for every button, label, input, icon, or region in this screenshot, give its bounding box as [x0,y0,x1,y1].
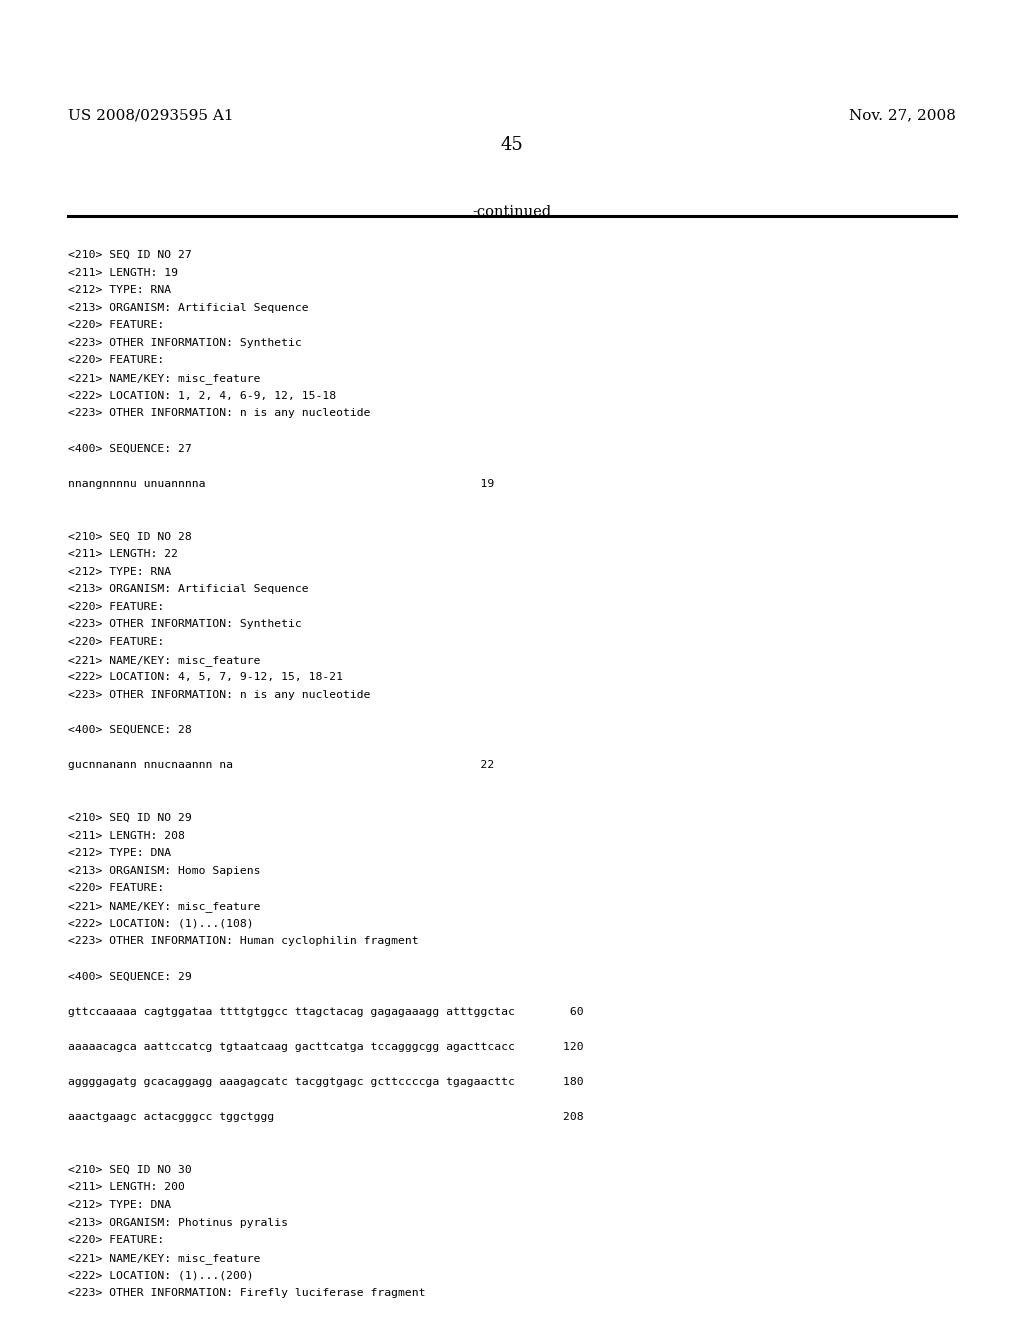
Text: <400> SEQUENCE: 29: <400> SEQUENCE: 29 [68,972,191,981]
Text: <212> TYPE: DNA: <212> TYPE: DNA [68,1200,171,1210]
Text: <221> NAME/KEY: misc_feature: <221> NAME/KEY: misc_feature [68,902,260,912]
Text: Nov. 27, 2008: Nov. 27, 2008 [849,108,956,123]
Text: <213> ORGANISM: Artificial Sequence: <213> ORGANISM: Artificial Sequence [68,302,308,313]
Text: gttccaaaaa cagtggataa ttttgtggcc ttagctacag gagagaaagg atttggctac        60: gttccaaaaa cagtggataa ttttgtggcc ttagcta… [68,1007,584,1016]
Text: <222> LOCATION: 4, 5, 7, 9-12, 15, 18-21: <222> LOCATION: 4, 5, 7, 9-12, 15, 18-21 [68,672,343,682]
Text: <210> SEQ ID NO 29: <210> SEQ ID NO 29 [68,813,191,822]
Text: nnangnnnnu unuannnna                                        19: nnangnnnnu unuannnna 19 [68,479,495,488]
Text: <211> LENGTH: 208: <211> LENGTH: 208 [68,830,185,841]
Text: <212> TYPE: DNA: <212> TYPE: DNA [68,849,171,858]
Text: <221> NAME/KEY: misc_feature: <221> NAME/KEY: misc_feature [68,1253,260,1263]
Text: <211> LENGTH: 200: <211> LENGTH: 200 [68,1183,185,1192]
Text: <223> OTHER INFORMATION: n is any nucleotide: <223> OTHER INFORMATION: n is any nucleo… [68,408,371,418]
Text: <213> ORGANISM: Artificial Sequence: <213> ORGANISM: Artificial Sequence [68,585,308,594]
Text: -continued: -continued [472,205,552,219]
Text: aaactgaagc actacgggcc tggctggg                                          208: aaactgaagc actacgggcc tggctggg 208 [68,1113,584,1122]
Text: <221> NAME/KEY: misc_feature: <221> NAME/KEY: misc_feature [68,655,260,665]
Text: <222> LOCATION: (1)...(200): <222> LOCATION: (1)...(200) [68,1270,254,1280]
Text: gucnnanann nnucnaannn na                                    22: gucnnanann nnucnaannn na 22 [68,760,495,770]
Text: <223> OTHER INFORMATION: Human cyclophilin fragment: <223> OTHER INFORMATION: Human cyclophil… [68,936,419,946]
Text: <220> FEATURE:: <220> FEATURE: [68,638,164,647]
Text: <223> OTHER INFORMATION: n is any nucleotide: <223> OTHER INFORMATION: n is any nucleo… [68,690,371,700]
Text: <212> TYPE: RNA: <212> TYPE: RNA [68,285,171,296]
Text: <210> SEQ ID NO 28: <210> SEQ ID NO 28 [68,532,191,541]
Text: <222> LOCATION: 1, 2, 4, 6-9, 12, 15-18: <222> LOCATION: 1, 2, 4, 6-9, 12, 15-18 [68,391,336,401]
Text: aggggagatg gcacaggagg aaagagcatc tacggtgagc gcttccccga tgagaacttc       180: aggggagatg gcacaggagg aaagagcatc tacggtg… [68,1077,584,1086]
Text: <400> SEQUENCE: 27: <400> SEQUENCE: 27 [68,444,191,454]
Text: <213> ORGANISM: Photinus pyralis: <213> ORGANISM: Photinus pyralis [68,1217,288,1228]
Text: <220> FEATURE:: <220> FEATURE: [68,883,164,894]
Text: <223> OTHER INFORMATION: Firefly luciferase fragment: <223> OTHER INFORMATION: Firefly lucifer… [68,1288,426,1298]
Text: <212> TYPE: RNA: <212> TYPE: RNA [68,566,171,577]
Text: <211> LENGTH: 22: <211> LENGTH: 22 [68,549,178,560]
Text: 45: 45 [501,136,523,154]
Text: <213> ORGANISM: Homo Sapiens: <213> ORGANISM: Homo Sapiens [68,866,260,875]
Text: <220> FEATURE:: <220> FEATURE: [68,321,164,330]
Text: US 2008/0293595 A1: US 2008/0293595 A1 [68,108,233,123]
Text: <220> FEATURE:: <220> FEATURE: [68,355,164,366]
Text: aaaaacagca aattccatcg tgtaatcaag gacttcatga tccagggcgg agacttcacc       120: aaaaacagca aattccatcg tgtaatcaag gacttca… [68,1041,584,1052]
Text: <221> NAME/KEY: misc_feature: <221> NAME/KEY: misc_feature [68,374,260,384]
Text: <210> SEQ ID NO 30: <210> SEQ ID NO 30 [68,1164,191,1175]
Text: <220> FEATURE:: <220> FEATURE: [68,602,164,612]
Text: <223> OTHER INFORMATION: Synthetic: <223> OTHER INFORMATION: Synthetic [68,338,302,348]
Text: <400> SEQUENCE: 28: <400> SEQUENCE: 28 [68,725,191,735]
Text: <220> FEATURE:: <220> FEATURE: [68,1236,164,1245]
Text: <222> LOCATION: (1)...(108): <222> LOCATION: (1)...(108) [68,919,254,928]
Text: <223> OTHER INFORMATION: Synthetic: <223> OTHER INFORMATION: Synthetic [68,619,302,630]
Text: <210> SEQ ID NO 27: <210> SEQ ID NO 27 [68,249,191,260]
Text: <211> LENGTH: 19: <211> LENGTH: 19 [68,268,178,277]
